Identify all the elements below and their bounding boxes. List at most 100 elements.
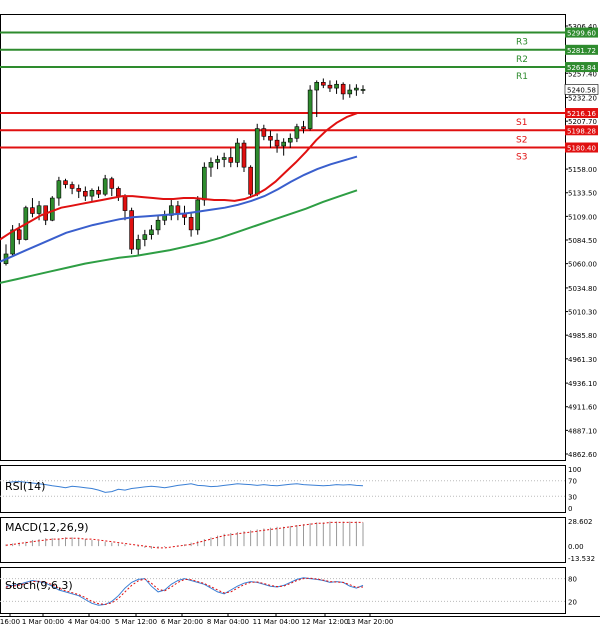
x-tick-label: 4 Mar 04:00 <box>68 618 110 626</box>
candle-body <box>261 128 267 137</box>
level-label-r3: R3 <box>516 38 528 48</box>
candle-body <box>327 84 333 89</box>
candle-body <box>208 162 214 168</box>
candle-body <box>162 215 167 221</box>
level-tag-s2 <box>565 125 598 136</box>
candle-body <box>56 180 62 199</box>
candle-body <box>321 82 326 86</box>
level-value-label: 5263.84 <box>567 64 596 72</box>
candle-body <box>49 197 55 221</box>
macd-tick-label: 0.00 <box>568 543 584 551</box>
candle-body <box>76 188 82 192</box>
x-axis: 16:00 1 Mar 00:00 4 Mar 04:00 5 Mar 12:00 6 … <box>0 613 393 626</box>
ma-green-line <box>0 189 358 284</box>
level-tag-s1 <box>565 108 598 119</box>
candle-body <box>294 126 300 139</box>
y-tick-label: 5306.40 <box>568 23 597 31</box>
x-tick-label: 11 Mar 04:00 <box>253 618 300 626</box>
candle-body <box>347 89 353 95</box>
candle-body <box>129 210 134 250</box>
candle-body <box>16 229 22 240</box>
x-tick-label: 5 Mar 12:00 <box>115 618 157 626</box>
macd-tick-label: -13.532 <box>568 555 595 563</box>
pane-border <box>0 465 566 513</box>
x-tick-label: 1 Mar 00:00 <box>22 618 64 626</box>
stoch-title: Stoch(9,6,3) <box>5 579 73 592</box>
y-tick-label: 5109.00 <box>568 213 597 221</box>
chart-frame <box>0 14 600 617</box>
candle-body <box>116 188 121 197</box>
rsi-tick-label: 30 <box>568 493 577 501</box>
candle-body <box>215 159 220 163</box>
candle-body <box>30 207 35 214</box>
level-tag-s3 <box>565 142 598 153</box>
rsi-tick-label: 70 <box>568 478 577 486</box>
candle-body <box>287 137 293 143</box>
level-label-s3: S3 <box>516 153 527 163</box>
macd-tick-label: 28.602 <box>568 518 593 526</box>
candle-body <box>122 195 128 211</box>
level-label-r2: R2 <box>516 55 528 65</box>
candle-body <box>334 83 339 89</box>
candle-body <box>83 190 88 197</box>
candle-body <box>268 136 273 141</box>
y-tick-label: 5060.00 <box>568 261 597 269</box>
level-tag-r1 <box>565 62 598 73</box>
y-tick-label: 5133.50 <box>568 190 597 198</box>
y-tick-label: 5010.30 <box>568 309 597 317</box>
candle-body <box>155 219 161 231</box>
pane-border <box>0 567 566 614</box>
macd-pane: 28.602 0.00 -13.532 MACD(12,26,9) <box>5 518 595 563</box>
candle-body <box>360 89 366 91</box>
candle-body <box>281 141 286 147</box>
candle-body <box>96 190 101 195</box>
rsi-tick-label: 0 <box>568 505 572 513</box>
y-tick-label: 5257.40 <box>568 70 597 78</box>
level-value-label: 5299.60 <box>567 30 596 38</box>
candle-body <box>135 239 141 250</box>
candle-body <box>63 180 68 185</box>
candle-body <box>274 139 280 147</box>
pane-border <box>0 14 566 461</box>
stoch-k-line <box>5 577 364 606</box>
level-label-s1: S1 <box>516 118 527 128</box>
candle-body <box>301 126 306 129</box>
stoch-tick-label: 20 <box>568 598 577 606</box>
rsi-title: RSI(14) <box>5 480 45 493</box>
y-tick-label: 5158.00 <box>568 166 597 174</box>
x-tick-label: 12 Mar 12:00 <box>302 618 349 626</box>
level-tag-r2 <box>565 44 598 55</box>
ma-blue-line <box>0 155 358 263</box>
rsi-line <box>5 480 364 493</box>
candle-body <box>202 166 207 201</box>
level-tag-r3 <box>565 27 598 38</box>
y-tick-label: 4961.30 <box>568 356 597 364</box>
pane-border <box>0 517 566 563</box>
candle-body <box>235 142 240 163</box>
x-tick-label: 13 Mar 20:00 <box>347 618 394 626</box>
level-value-label: 5216.16 <box>567 110 596 118</box>
level-value-label: 5180.40 <box>567 145 596 153</box>
candle-body <box>221 157 227 160</box>
candle-body <box>241 142 247 168</box>
y-tick-label: 4911.60 <box>568 404 597 412</box>
candle-body <box>36 205 42 214</box>
level-value-label: 5198.28 <box>567 127 596 135</box>
y-tick-label: 4862.60 <box>568 451 597 459</box>
candle-body <box>69 184 75 189</box>
candle-body <box>10 229 15 255</box>
macd-signal-line <box>5 521 363 549</box>
candle-body <box>142 234 148 240</box>
candle-body <box>248 166 253 195</box>
rsi-pane: 100 70 30 0 RSI(14) <box>0 466 581 513</box>
candle-body <box>149 229 154 235</box>
stoch-pane: 80 20 Stoch(9,6,3) <box>0 576 577 606</box>
stoch-tick-label: 80 <box>568 576 577 584</box>
ma-red-line <box>0 112 358 241</box>
candle-body <box>188 217 194 231</box>
macd-title: MACD(12,26,9) <box>5 521 89 534</box>
candle-body <box>354 87 359 91</box>
candle-body <box>89 190 95 197</box>
level-label-s2: S2 <box>516 135 527 145</box>
